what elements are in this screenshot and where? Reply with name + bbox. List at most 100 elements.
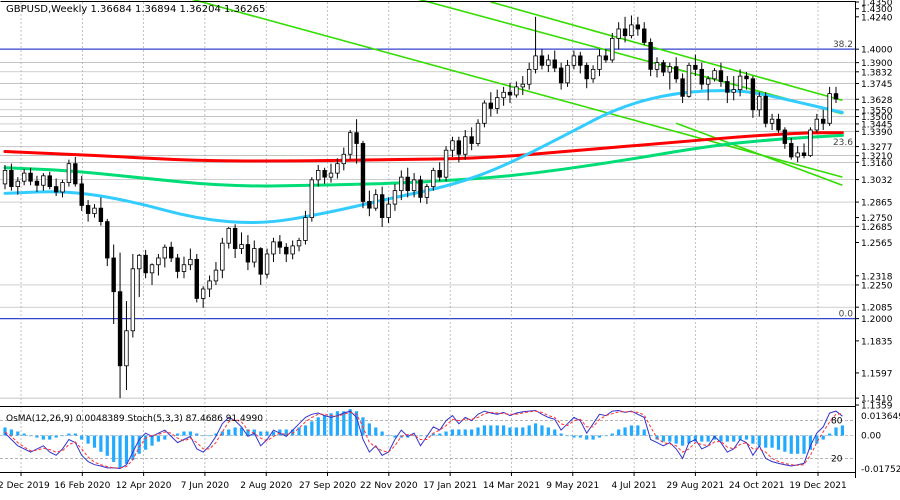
candle-body-down [507,91,513,96]
candle-body-up [21,172,27,182]
osma-bar [808,435,813,450]
osma-bar [732,435,736,442]
osma-bar [463,429,467,436]
osma-bar [565,435,570,437]
candle [795,146,800,163]
candle-body-up [808,129,813,157]
candle-body-up [2,170,8,185]
osma-bar [329,413,333,436]
candle-body-down [98,207,104,223]
candle [181,256,187,279]
candle-body-up [188,258,193,266]
candle [220,237,225,279]
y-tick-label: 1.2318 [861,272,893,282]
candle-body-up [450,140,455,151]
candle-body-up [149,264,155,274]
candle [750,76,756,118]
candle-body-down [322,170,327,178]
osma-bar [712,435,717,440]
candle-body-down [635,24,641,30]
candle-body-up [373,194,378,209]
candle-body-down [539,55,545,66]
osma-bar [233,427,237,436]
y-tick-label: 1.2250 [861,281,893,291]
candle [111,244,116,325]
candle-body-down [718,70,724,82]
stoch-label: Stoch(5,3,3) 87.4686 91.4990 [127,414,263,424]
osma-bar [559,433,563,436]
osma-bar [540,425,544,436]
candle [725,76,730,104]
osma-bar [112,435,116,462]
candle-body-up [411,179,417,192]
y-tick-label: 1.3832 [861,68,893,78]
candle-body-up [200,288,206,299]
candle [469,127,474,151]
channel-line-2 [490,1,843,102]
osma-bar [770,435,774,448]
candle [124,301,129,391]
osma-bar [521,427,525,436]
osma-bar [265,431,269,436]
candle-body-up [392,190,398,205]
candle-body-up [654,62,660,70]
candle [41,173,46,191]
candle-body-up [264,253,270,275]
x-tick-label: 4 Jul 2021 [611,481,656,491]
candle-body-up [309,179,315,218]
candle [175,253,180,279]
osma-bar [271,431,276,436]
osma-bar [502,425,506,436]
y-tick-label: 1.3277 [861,143,893,153]
osma-bar [642,429,646,436]
osma-bar [175,433,180,436]
candle-body-down [73,163,78,185]
osma-bar [73,433,77,436]
osma-bar [144,435,148,450]
candle-body-down [245,244,251,263]
osma-bar [86,435,90,444]
x-tick-label: 7 Jun 2020 [181,481,230,491]
candle [769,113,775,131]
candle [239,232,244,254]
osma-tick-label: -0.017524 [861,465,900,475]
candle [552,50,557,73]
candle [66,159,72,187]
candle [712,68,717,82]
osma-bar [649,435,653,437]
candle-body-up [565,64,570,84]
osma-bar [514,427,518,436]
x-tick-label: 27 Sep 2020 [299,481,356,491]
candle [316,165,321,187]
x-tick-label: 24 Oct 2021 [729,481,785,491]
candle-body-up [213,269,219,282]
candle-body-up [495,97,500,109]
candle [399,170,404,201]
candle-body-up [814,118,820,131]
candle-body-up [526,68,532,85]
osma-bar [533,423,538,436]
candle-body-down [117,291,123,367]
candle-body-down [175,257,180,272]
osma-bar [495,425,499,436]
osma-bar [214,433,218,436]
candle-body-down [648,42,653,70]
y-tick-label: 1.2565 [861,239,893,249]
osma-bar [323,415,327,436]
candle [648,38,653,77]
candle [443,146,449,182]
candle [168,241,174,263]
osma-bar [80,435,84,440]
candle [635,16,641,36]
candle-body-up [610,37,615,61]
candle-body-down [168,246,174,259]
candle [757,92,762,117]
y-tick-label: 1.4350 [861,0,893,9]
candle [629,15,634,39]
y-tick-label: 1.3210 [861,152,893,162]
candle [245,235,251,271]
y-tick-label: 1.2685 [861,223,893,233]
candle-body-up [482,102,487,124]
osma-bar [585,435,589,440]
osma-bar [597,435,602,438]
